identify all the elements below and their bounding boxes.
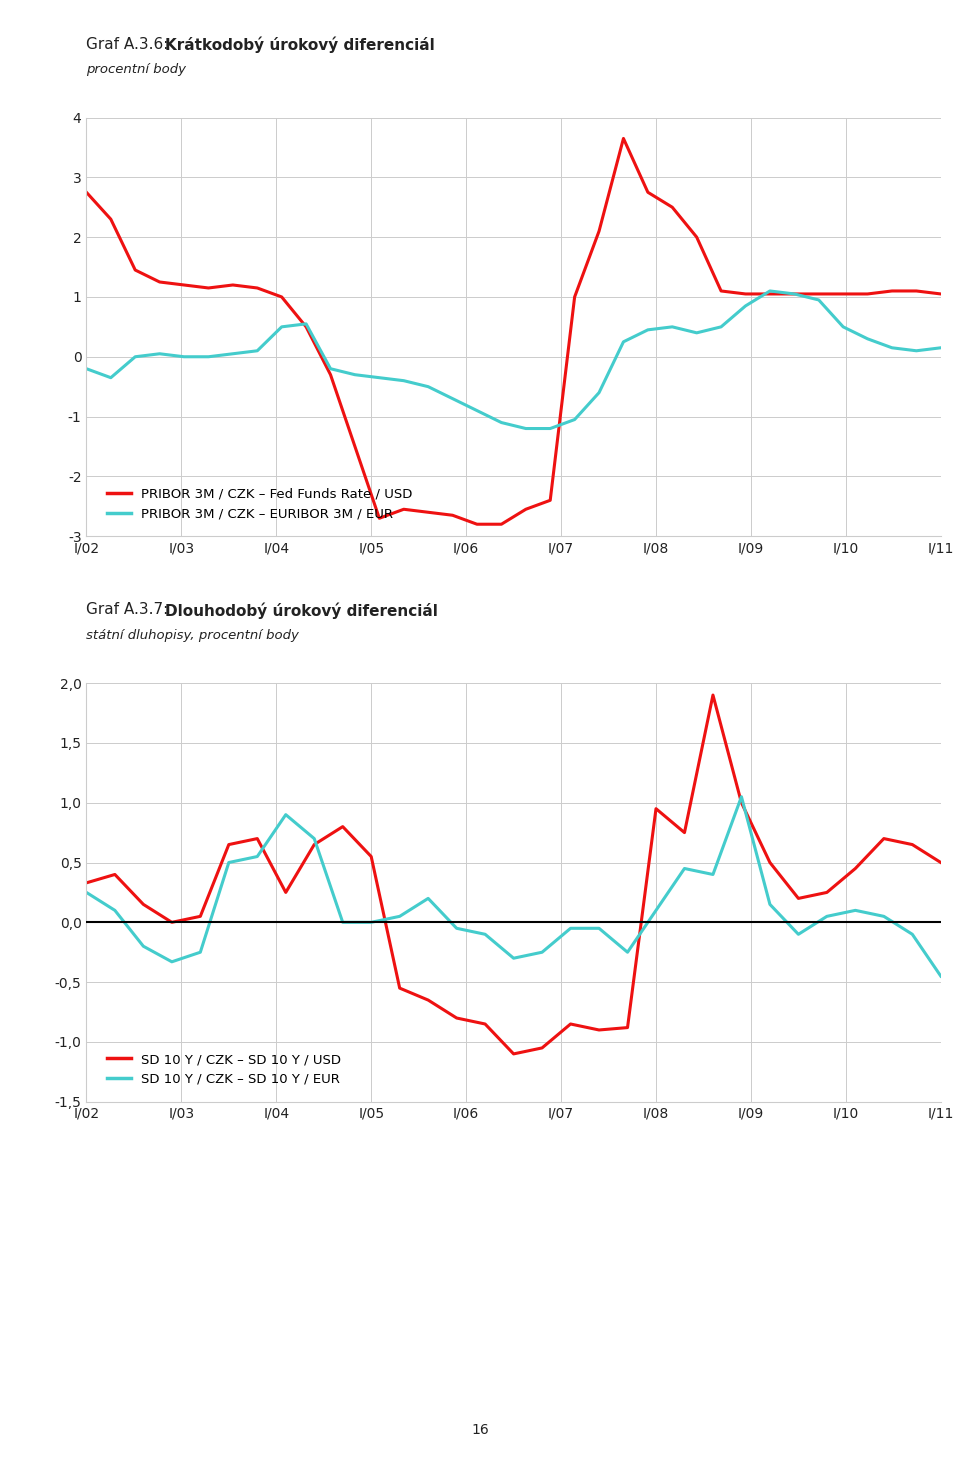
Text: Graf A.3.7:: Graf A.3.7:	[86, 602, 174, 617]
Legend: SD 10 Y / CZK – SD 10 Y / USD, SD 10 Y / CZK – SD 10 Y / EUR: SD 10 Y / CZK – SD 10 Y / USD, SD 10 Y /…	[102, 1047, 347, 1091]
Text: procentní body: procentní body	[86, 63, 186, 76]
Text: státní dluhopisy, procentní body: státní dluhopisy, procentní body	[86, 629, 300, 642]
Text: Krátkodobý úrokový diferenciál: Krátkodobý úrokový diferenciál	[165, 37, 435, 53]
Text: 16: 16	[471, 1422, 489, 1437]
Legend: PRIBOR 3M / CZK – Fed Funds Rate / USD, PRIBOR 3M / CZK – EURIBOR 3M / EUR: PRIBOR 3M / CZK – Fed Funds Rate / USD, …	[102, 482, 418, 526]
Text: Dlouhodobý úrokový diferenciál: Dlouhodobý úrokový diferenciál	[165, 602, 438, 618]
Text: Graf A.3.6:: Graf A.3.6:	[86, 37, 174, 51]
